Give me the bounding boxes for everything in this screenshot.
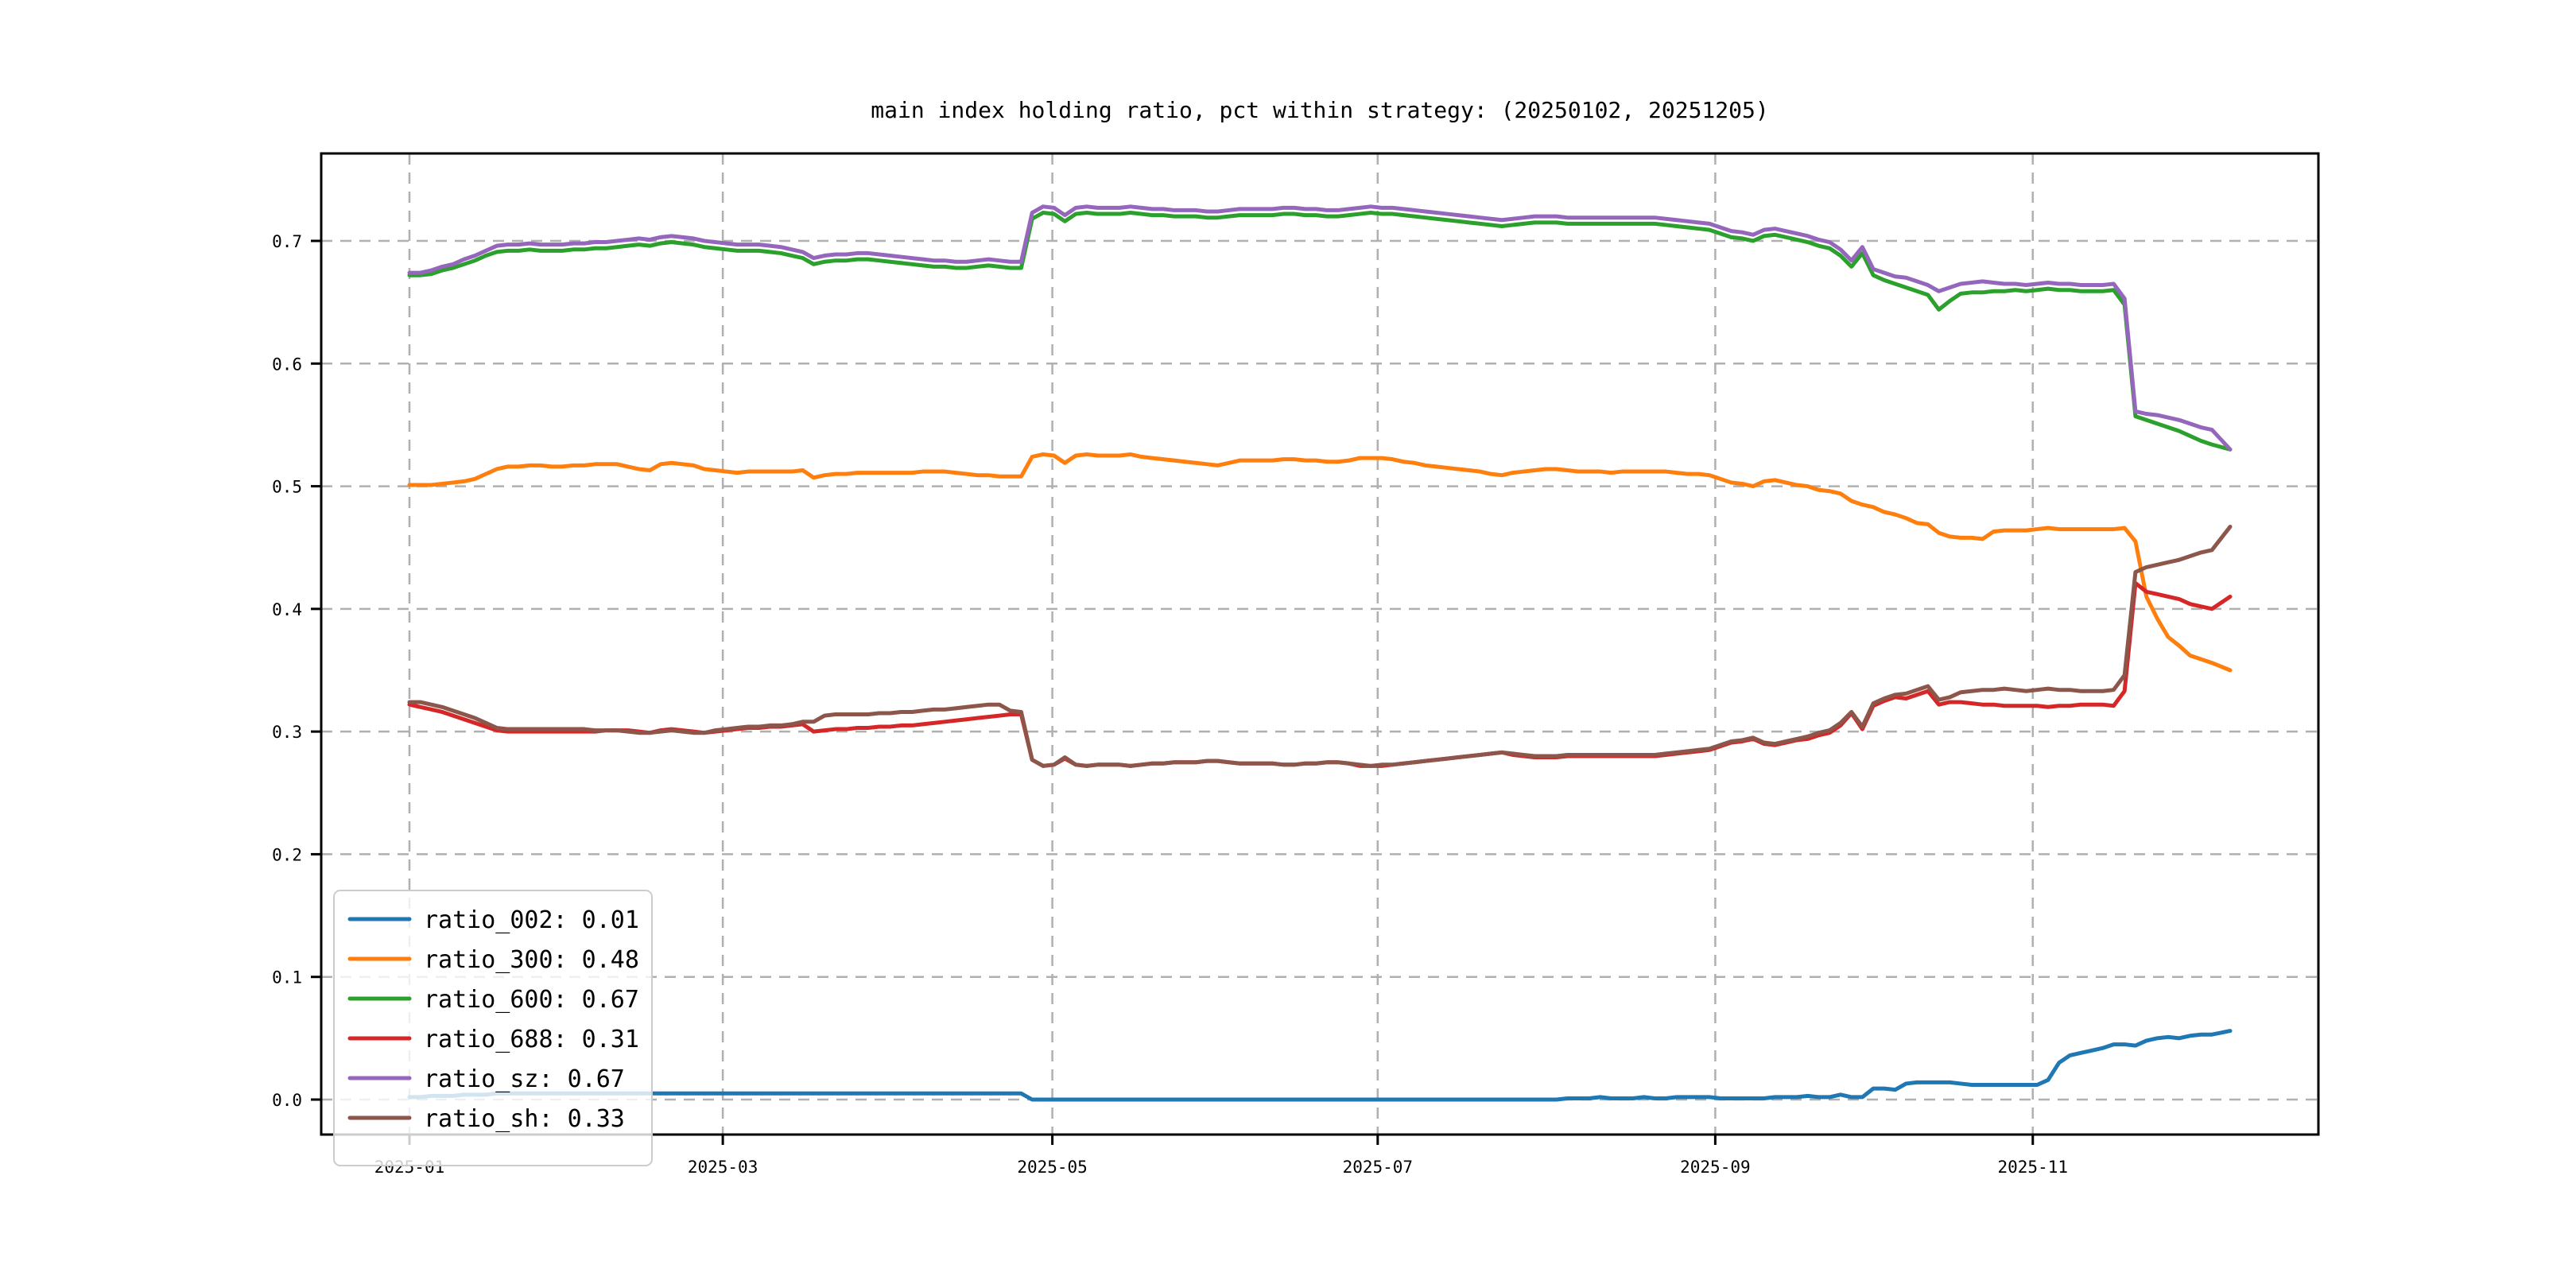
series-line-ratio_sz [407,204,2233,452]
y-tick-label: 0.7 [272,232,302,251]
legend-label-ratio_002: ratio_002: 0.01 [424,906,639,934]
legend-label-ratio_600: ratio_600: 0.67 [424,986,639,1014]
series-line-ratio_002 [407,1029,2233,1102]
y-tick-label: 0.5 [272,478,302,497]
legend-item-ratio_sh[interactable]: ratio_sh: 0.33 [347,1105,625,1133]
grid-lines [321,153,2318,1135]
y-axis-ticks: 0.0 0.1 0.2 0.3 0.4 0.5 0.6 0.7 [272,232,321,1110]
y-tick-label: 0.4 [272,600,302,619]
legend-item-ratio_002[interactable]: ratio_002: 0.01 [347,906,639,934]
legend-label-ratio_sh: ratio_sh: 0.33 [424,1105,625,1133]
x-tick-label: 2025-07 [1343,1158,1414,1177]
data-series-layer [407,204,2233,1102]
legend-label-ratio_sz: ratio_sz: 0.67 [424,1065,625,1093]
legend-item-ratio_300[interactable]: ratio_300: 0.48 [347,946,639,974]
legend-item-ratio_688[interactable]: ratio_688: 0.31 [347,1026,639,1053]
y-tick-label: 0.2 [272,845,302,864]
x-tick-label: 2025-11 [1998,1158,2069,1177]
series-line-ratio_300 [407,452,2233,673]
x-tick-label: 2025-05 [1017,1158,1088,1177]
y-tick-label: 0.3 [272,723,302,742]
legend-label-ratio_300: ratio_300: 0.48 [424,946,639,974]
x-tick-label: 2025-03 [688,1158,758,1177]
y-tick-label: 0.0 [272,1091,302,1110]
series-line-ratio_sh [407,524,2233,768]
plot-frame [320,152,2320,1136]
chart-title: main index holding ratio, pct within str… [871,97,1768,123]
y-tick-label: 0.1 [272,968,302,987]
x-tick-label: 2025-09 [1680,1158,1751,1177]
x-axis-ticks: 2025-01 2025-03 2025-05 2025-07 2025-09 2025-… [374,1135,2068,1177]
series-line-ratio_600 [407,211,2233,452]
legend-box [333,890,653,1166]
chart-legend[interactable]: ratio_002: 0.01 ratio_300: 0.48 ratio_600:… [333,890,653,1166]
y-tick-label: 0.6 [272,355,302,374]
legend-item-ratio_600[interactable]: ratio_600: 0.67 [347,986,639,1014]
legend-item-ratio_sz[interactable]: ratio_sz: 0.67 [347,1065,625,1093]
legend-label-ratio_688: ratio_688: 0.31 [424,1026,639,1053]
